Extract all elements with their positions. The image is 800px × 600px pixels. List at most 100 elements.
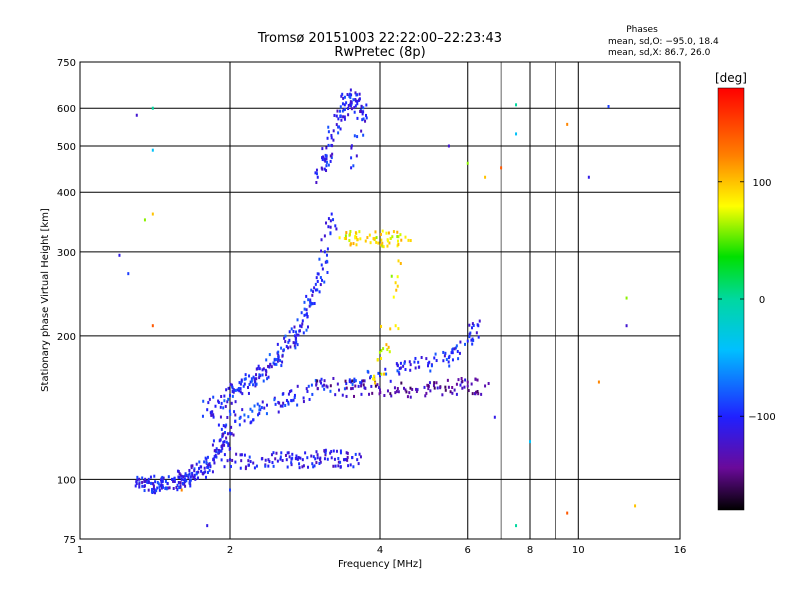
data-point: [217, 423, 220, 427]
data-point: [302, 464, 305, 468]
data-point: [238, 423, 241, 427]
data-point: [270, 453, 273, 457]
data-point: [217, 450, 220, 454]
data-point: [135, 480, 138, 484]
data-point: [210, 413, 213, 417]
data-point: [203, 460, 206, 464]
data-point: [318, 290, 321, 294]
y-tick-label: 750: [57, 58, 76, 69]
data-point: [353, 134, 356, 138]
data-point: [344, 379, 347, 383]
data-point: [288, 455, 291, 459]
data-point: [362, 383, 365, 387]
data-point: [292, 398, 295, 402]
data-point: [260, 406, 263, 410]
data-point: [315, 381, 318, 385]
data-point: [394, 324, 397, 328]
data-point: [176, 488, 179, 492]
data-point: [342, 115, 345, 119]
data-point: [231, 389, 234, 393]
data-point: [271, 461, 274, 465]
data-point: [234, 460, 237, 464]
data-point: [325, 221, 328, 225]
data-point: [313, 464, 316, 468]
data-point: [204, 470, 207, 474]
data-point: [398, 367, 401, 371]
data-point: [227, 386, 230, 390]
data-point: [308, 397, 311, 401]
data-point: [321, 158, 324, 162]
data-point: [339, 451, 342, 455]
data-point: [295, 457, 298, 461]
data-point: [463, 385, 466, 389]
data-point: [187, 475, 190, 479]
data-point: [324, 153, 327, 157]
data-point: [418, 365, 421, 369]
data-point: [347, 464, 350, 468]
data-point: [206, 524, 209, 528]
data-point: [457, 378, 460, 382]
data-point: [244, 467, 247, 471]
data-point: [293, 396, 296, 400]
data-point: [226, 432, 229, 436]
data-point: [244, 377, 247, 381]
data-point: [327, 217, 330, 221]
data-point: [339, 114, 342, 118]
data-point: [397, 390, 400, 394]
data-point: [161, 475, 164, 479]
data-point: [324, 451, 327, 455]
data-point: [386, 389, 389, 393]
data-point: [369, 241, 372, 245]
data-point: [234, 413, 237, 417]
data-point: [213, 461, 216, 465]
data-point: [423, 385, 426, 389]
data-point: [205, 460, 208, 464]
data-point: [426, 383, 429, 387]
data-point: [239, 382, 242, 386]
data-point: [290, 399, 293, 403]
data-point: [478, 319, 481, 323]
data-point: [397, 327, 400, 331]
data-point: [447, 385, 450, 389]
data-point: [350, 107, 353, 111]
data-point: [189, 484, 192, 488]
data-point: [429, 369, 432, 373]
data-point: [220, 458, 223, 462]
data-point: [305, 312, 308, 316]
data-point: [453, 347, 456, 351]
data-point: [345, 386, 348, 390]
data-point: [397, 235, 400, 239]
data-point: [274, 457, 277, 461]
data-point: [320, 249, 323, 253]
data-point: [202, 472, 205, 476]
data-point: [326, 136, 329, 140]
data-point: [451, 351, 454, 355]
data-point: [257, 364, 260, 368]
y-tick-label: 200: [57, 332, 76, 343]
data-point: [252, 461, 255, 465]
data-point: [434, 352, 437, 356]
data-point: [285, 458, 288, 462]
data-point: [350, 387, 353, 391]
data-point: [298, 466, 301, 470]
data-point: [468, 332, 471, 336]
data-point: [296, 457, 299, 461]
data-point: [515, 103, 518, 107]
data-point: [180, 488, 183, 492]
data-point: [229, 465, 232, 469]
phase-heading: Phases: [626, 25, 658, 35]
data-point: [230, 383, 233, 387]
data-point: [375, 236, 378, 240]
y-tick-label: 300: [57, 248, 76, 259]
data-point: [459, 383, 462, 387]
data-point: [296, 403, 299, 407]
data-point: [329, 219, 332, 223]
data-point: [326, 247, 329, 251]
data-point: [409, 386, 412, 390]
data-point: [273, 358, 276, 362]
data-point: [147, 477, 150, 481]
data-point: [343, 103, 346, 107]
data-point: [222, 424, 225, 428]
data-point: [222, 406, 225, 410]
data-point: [311, 302, 314, 306]
